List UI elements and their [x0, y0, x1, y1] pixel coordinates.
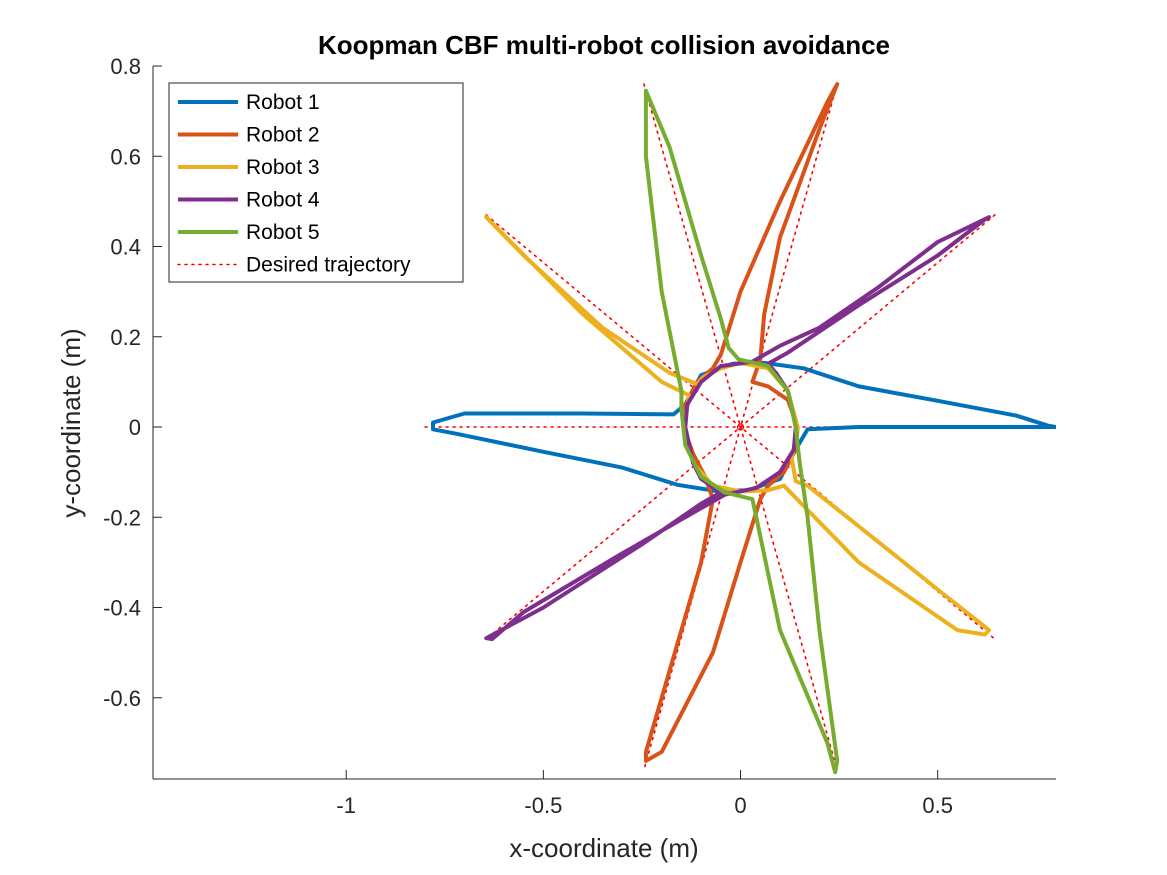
y-tick-label: -0.4	[103, 596, 141, 621]
series-desired-trajectory	[485, 214, 996, 640]
legend: Robot 1 Robot 2 Robot 3 Robot 4 Robot 5 Desir…	[168, 82, 464, 283]
x-ticks: -1 -0.5 0 0.5	[336, 770, 953, 818]
x-tick-label: 0	[734, 793, 746, 818]
chart-title: Koopman CBF multi-robot collision avoida…	[318, 30, 890, 60]
x-axis-label: x-coordinate (m)	[509, 833, 698, 863]
y-tick-label: 0.4	[110, 235, 141, 260]
legend-box	[168, 82, 464, 283]
legend-entry-label: Robot 3	[246, 156, 320, 179]
series-layer	[424, 82, 1056, 775]
x-tick-label: 0.5	[922, 793, 953, 818]
y-tick-label: 0.8	[110, 54, 141, 79]
y-tick-label: 0	[129, 415, 141, 440]
axes-layer	[152, 66, 1056, 780]
series-robot-2	[643, 82, 840, 763]
y-tick-label: -0.2	[103, 505, 141, 530]
x-tick-label: -1	[336, 793, 356, 818]
legend-entry-label: Robot 4	[246, 189, 320, 212]
y-axis-label: y-coordinate (m)	[56, 328, 86, 517]
legend-entry-label: Desired trajectory	[246, 254, 411, 277]
x-tick-label: -0.5	[524, 793, 562, 818]
legend-entry-label: Robot 2	[246, 124, 320, 147]
desired-trajectory-center-marker	[736, 423, 745, 431]
y-tick-label: 0.2	[110, 325, 141, 350]
y-tick-label: -0.6	[103, 686, 141, 711]
y-ticks: -0.6 -0.4 -0.2 0 0.2 0.4 0.6 0.8	[103, 54, 162, 711]
legend-entry-label: Robot 1	[246, 91, 320, 114]
legend-entry-label: Robot 5	[246, 221, 320, 244]
y-tick-label: 0.6	[110, 144, 141, 169]
series-robot-5	[643, 88, 840, 775]
